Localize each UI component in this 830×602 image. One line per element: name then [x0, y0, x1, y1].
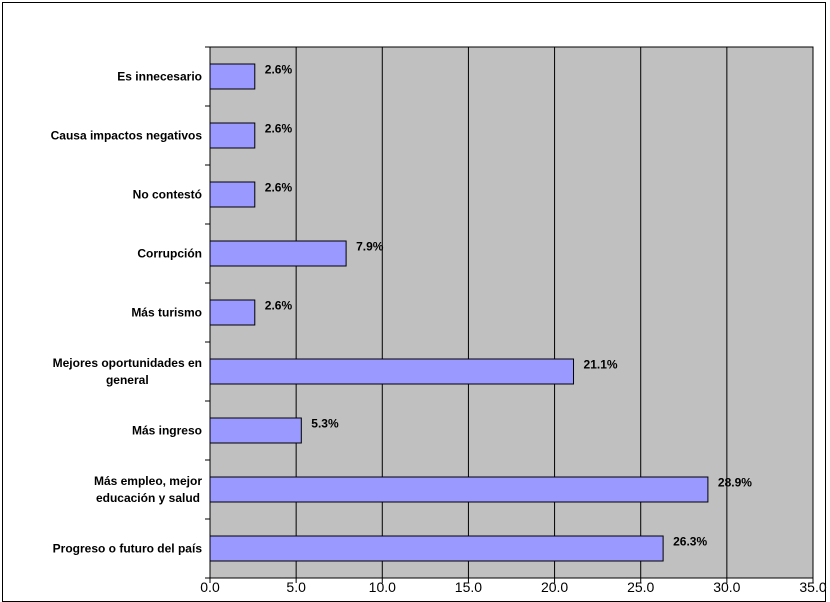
category-label-line: Más empleo, mejor [94, 474, 202, 488]
x-tick-label: 10.0 [369, 579, 396, 595]
category-label-line: educación y salud [96, 491, 200, 505]
x-tick-label: 15.0 [455, 579, 482, 595]
data-label: 2.6% [265, 181, 293, 195]
category-label-line: Es innecesario [117, 70, 202, 84]
category-label: Mejores oportunidades en general [53, 356, 202, 387]
x-tick-label: 20.0 [541, 579, 568, 595]
bar [209, 535, 664, 562]
category-label-line: Más turismo [131, 306, 202, 320]
axes [205, 46, 814, 583]
bar [209, 476, 709, 503]
x-tick-label: 5.0 [286, 579, 306, 595]
bar [209, 358, 575, 385]
bars [209, 63, 709, 562]
category-label: Progreso o futuro del país [53, 542, 203, 556]
data-label: 28.9% [718, 476, 752, 490]
bar [209, 122, 256, 149]
x-tick-label: 30.0 [713, 579, 740, 595]
data-label: 2.6% [265, 299, 293, 313]
category-label: Más empleo, mejor educación y salud [94, 474, 202, 505]
x-tick-label: 0.0 [200, 579, 220, 595]
data-label: 7.9% [356, 240, 384, 254]
x-tick-label: 25.0 [627, 579, 654, 595]
category-label-line: No contestó [133, 188, 202, 202]
data-label: 21.1% [584, 358, 618, 372]
category-label: Es innecesario [117, 70, 202, 84]
category-label: Corrupción [137, 247, 202, 261]
bar [209, 417, 302, 444]
labels: 0.0 5.0 10.0 15.0 20.0 25.0 30.0 35.0 2.6% Es inn… [51, 63, 827, 596]
bar [209, 240, 347, 267]
category-label: Causa impactos negativos [51, 129, 203, 143]
data-label: 2.6% [265, 122, 293, 136]
category-label-line: Corrupción [137, 247, 202, 261]
data-label: 2.6% [265, 63, 293, 77]
x-tick-label: 35.0 [799, 579, 826, 595]
data-label: 5.3% [311, 417, 339, 431]
bar [209, 63, 256, 90]
bar [209, 181, 256, 208]
category-label: No contestó [133, 188, 202, 202]
category-label-line: Mejores oportunidades en [53, 356, 202, 370]
category-label-line: Más ingreso [132, 424, 202, 438]
category-label-line: Causa impactos negativos [51, 129, 203, 143]
category-label-line: Progreso o futuro del país [53, 542, 203, 556]
category-label: Más ingreso [132, 424, 202, 438]
category-label-line: general [106, 373, 149, 387]
category-label: Más turismo [131, 306, 202, 320]
bar [209, 299, 256, 326]
data-label: 26.3% [673, 535, 707, 549]
